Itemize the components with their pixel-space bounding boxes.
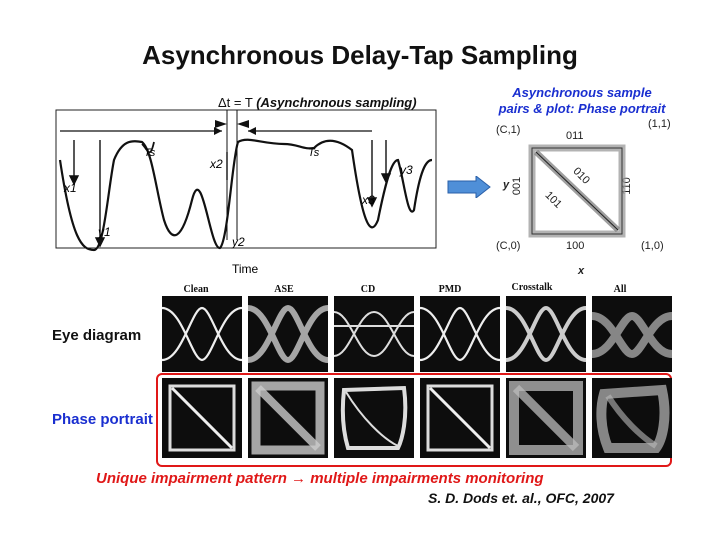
delta-prefix: Δt = T [218, 95, 253, 110]
code-bottom: 100 [566, 240, 585, 252]
x3-label: x3 [361, 193, 375, 207]
slide-title: Asynchronous Delay-Tap Sampling [142, 40, 578, 70]
col-crosstalk: Crosstalk [511, 282, 553, 293]
time-axis-label: Time [232, 262, 259, 276]
code-left: 001 [511, 176, 524, 196]
phase-portrait-pmd [420, 378, 500, 458]
phase-title-line2: pairs & plot: Phase portrait [498, 101, 666, 116]
eye-diagram-all [591, 296, 672, 372]
eye-diagram-ase [247, 296, 329, 372]
phase-portrait-all [592, 378, 672, 458]
citation: S. D. Dods et. al., OFC, 2007 [428, 490, 614, 506]
y3-label: y3 [399, 163, 413, 177]
eye-diagram-pmd [419, 296, 501, 372]
corner-label-c1: (C,1) [496, 124, 521, 136]
eye-diagram-cd [333, 296, 415, 372]
corner-label-10: (1,0) [641, 240, 664, 252]
phase-portrait-square [528, 144, 626, 238]
phase-title-line1: Asynchronous sample [512, 85, 652, 100]
col-cd: CD [360, 284, 376, 295]
x2-label: x2 [209, 157, 223, 171]
phase-portrait-crosstalk [506, 378, 586, 458]
x1-label: x1 [63, 181, 77, 195]
corner-label-11: (1,1) [648, 118, 671, 130]
impairment-caption: Unique impairment pattern → multiple imp… [96, 470, 544, 487]
phase-portrait-ase [248, 378, 328, 458]
col-ase: ASE [274, 284, 294, 295]
eye-diagram-crosstalk [505, 296, 587, 372]
ts-label-2: Ts [308, 147, 320, 159]
col-pmd: PMD [438, 284, 462, 295]
signal-trace [58, 138, 433, 252]
code-top: 011 [566, 130, 584, 142]
plot-frame [55, 109, 437, 249]
phase-portrait-title: Asynchronous sample pairs & plot: Phase … [472, 85, 692, 117]
timing-waveform-plot: Ts Ts x1 y1 x2 y2 x3 y3 Time [55, 109, 437, 276]
phase-axis-x: x [578, 265, 585, 277]
y2-label: y2 [231, 235, 245, 249]
delta-note: (Asynchronous sampling) [256, 95, 417, 110]
right-arrow-icon [447, 176, 491, 198]
y1-label: y1 [97, 225, 111, 239]
col-all: All [613, 284, 627, 295]
delta-t-label: Δt = T (Asynchronous sampling) [218, 95, 417, 110]
ts-label-1: Ts [144, 147, 156, 159]
phase-axis-y: y [503, 179, 510, 191]
phase-portrait-cd [334, 378, 414, 458]
eye-diagram-row [162, 296, 672, 372]
row-label-eye: Eye diagram [52, 327, 142, 344]
phase-portrait-row [162, 378, 672, 458]
phase-portrait-clean [162, 378, 242, 458]
row-label-phase: Phase portrait [52, 411, 153, 428]
col-clean: Clean [183, 284, 209, 295]
eye-diagram-clean [162, 296, 243, 372]
corner-label-c0: (C,0) [496, 240, 521, 252]
